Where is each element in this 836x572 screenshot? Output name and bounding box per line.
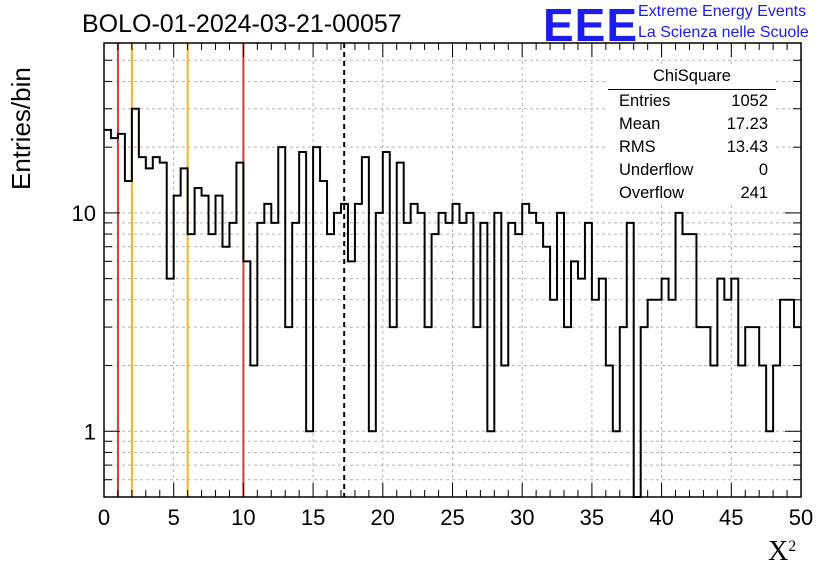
y-tick-label: 10 (72, 201, 96, 226)
stats-label: Overflow (619, 184, 685, 202)
stats-row-entries: Entries 1052 (608, 90, 776, 113)
stats-title: ChiSquare (608, 64, 776, 90)
x-tick-label: 50 (789, 505, 813, 530)
stats-row-mean: Mean 17.23 (608, 113, 776, 136)
stats-value: 17.23 (726, 115, 768, 133)
logo-line-2: La Scienza nelle Scuole (638, 24, 809, 41)
x-axis-title: X2 (768, 536, 796, 568)
stats-value: 1052 (731, 92, 768, 110)
page-title: BOLO-01-2024-03-21-00057 (82, 10, 402, 38)
x-tick-label: 35 (580, 505, 604, 530)
stats-value: 241 (740, 184, 768, 202)
logo-line-1: Extreme Energy Events (638, 3, 807, 20)
eee-logo: EEE (543, 0, 639, 51)
x-tick-label: 25 (440, 505, 464, 530)
y-axis-title: Entries/bin (6, 67, 36, 190)
y-tick-label: 1 (84, 419, 96, 444)
stats-label: Mean (619, 115, 661, 133)
stats-row-underflow: Underflow 0 (608, 159, 776, 182)
x-tick-label: 40 (649, 505, 673, 530)
x-tick-label: 20 (371, 505, 395, 530)
stats-value: 0 (758, 161, 768, 179)
histogram-series (104, 107, 801, 498)
x-tick-label: 15 (301, 505, 325, 530)
x-tick-label: 45 (719, 505, 743, 530)
stats-label: RMS (619, 138, 656, 156)
x-tick-label: 10 (231, 505, 255, 530)
x-axis-title-superscript: 2 (788, 538, 797, 555)
x-axis-title-base: X (768, 536, 789, 567)
x-tick-label: 5 (168, 505, 180, 530)
x-tick-label: 0 (98, 505, 110, 530)
x-tick-label: 30 (510, 505, 534, 530)
stats-row-overflow: Overflow 241 (608, 182, 776, 205)
stats-row-rms: RMS 13.43 (608, 136, 776, 159)
stats-box: ChiSquare Entries 1052 Mean 17.23 RMS 13… (608, 64, 776, 205)
stats-value: 13.43 (726, 138, 768, 156)
stats-label: Entries (619, 92, 671, 110)
stats-label: Underflow (619, 161, 694, 179)
